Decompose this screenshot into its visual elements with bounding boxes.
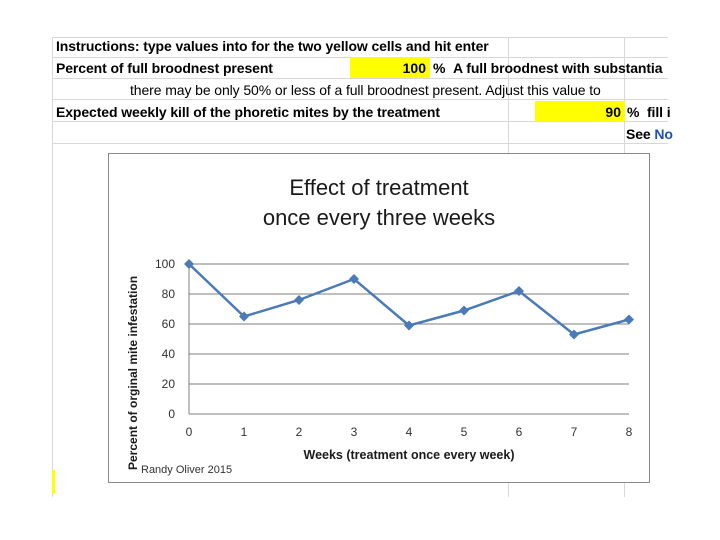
y-tick-label: 20: [162, 377, 176, 391]
x-tick-label: 8: [626, 425, 633, 439]
x-tick-label: 5: [461, 425, 468, 439]
row-divider: [52, 143, 668, 144]
see-link[interactable]: No: [654, 126, 673, 142]
x-tick-label: 2: [296, 425, 303, 439]
broodnest-hint-cell[interactable]: there may be only 50% or less of a full …: [130, 82, 601, 98]
chart-area[interactable]: Effect of treatment once every three wee…: [108, 153, 650, 483]
plot-svg: 100 80 60 40 20 00 1 2 3 4 5 6 7 8: [155, 257, 634, 439]
broodnest-value: 100: [402, 60, 426, 76]
broodnest-label-cell[interactable]: Percent of full broodnest present: [56, 60, 273, 76]
y-tick-label: 80: [162, 287, 176, 301]
weekly-kill-value: 90: [605, 104, 621, 120]
chart-title-line-1: Effect of treatment: [289, 175, 469, 200]
see-note-cell[interactable]: See No: [626, 124, 673, 144]
data-point: [404, 320, 414, 331]
see-label: See: [626, 126, 651, 142]
column-divider: [52, 37, 53, 497]
y-tick-label: 0: [168, 407, 175, 421]
chart-title: Effect of treatment once every three wee…: [209, 173, 549, 233]
weekly-kill-unit: %: [627, 104, 640, 120]
broodnest-note-cell[interactable]: A full broodnest with substantia: [453, 60, 663, 76]
x-tick-label: 7: [571, 425, 578, 439]
y-tick-label: 40: [162, 347, 176, 361]
y-tick-label: 60: [162, 317, 176, 331]
data-point: [349, 274, 359, 284]
row-divider: [52, 78, 668, 79]
broodnest-input-cell[interactable]: [350, 57, 430, 78]
y-tick-label: 100: [155, 257, 175, 271]
data-point: [294, 295, 304, 305]
weekly-kill-input-cell[interactable]: [535, 101, 625, 122]
x-tick-label: 3: [351, 425, 358, 439]
partial-input-cell: [52, 470, 55, 494]
x-tick-label: 6: [516, 425, 523, 439]
weekly-kill-label-cell[interactable]: Expected weekly kill of the phoretic mit…: [56, 104, 440, 120]
instructions-cell[interactable]: Instructions: type values into for the t…: [56, 38, 489, 54]
broodnest-unit: %: [433, 60, 446, 76]
x-tick-label: 0: [186, 425, 193, 439]
data-point: [624, 314, 634, 325]
x-axis-label: Weeks (treatment once every week): [303, 448, 515, 462]
data-point: [184, 259, 194, 269]
data-point: [514, 286, 524, 296]
data-point: [459, 305, 469, 316]
row-divider: [52, 99, 668, 100]
row-divider: [52, 121, 668, 122]
chart-title-line-2: once every three weeks: [262, 205, 496, 230]
row-divider: [52, 37, 668, 38]
data-point: [569, 329, 579, 340]
x-tick-label: 4: [406, 425, 413, 439]
data-point: [239, 311, 249, 322]
x-tick-label: 1: [241, 425, 248, 439]
chart-credit: Randy Oliver 2015: [141, 464, 233, 476]
weekly-kill-note-cell[interactable]: fill i: [647, 104, 671, 120]
